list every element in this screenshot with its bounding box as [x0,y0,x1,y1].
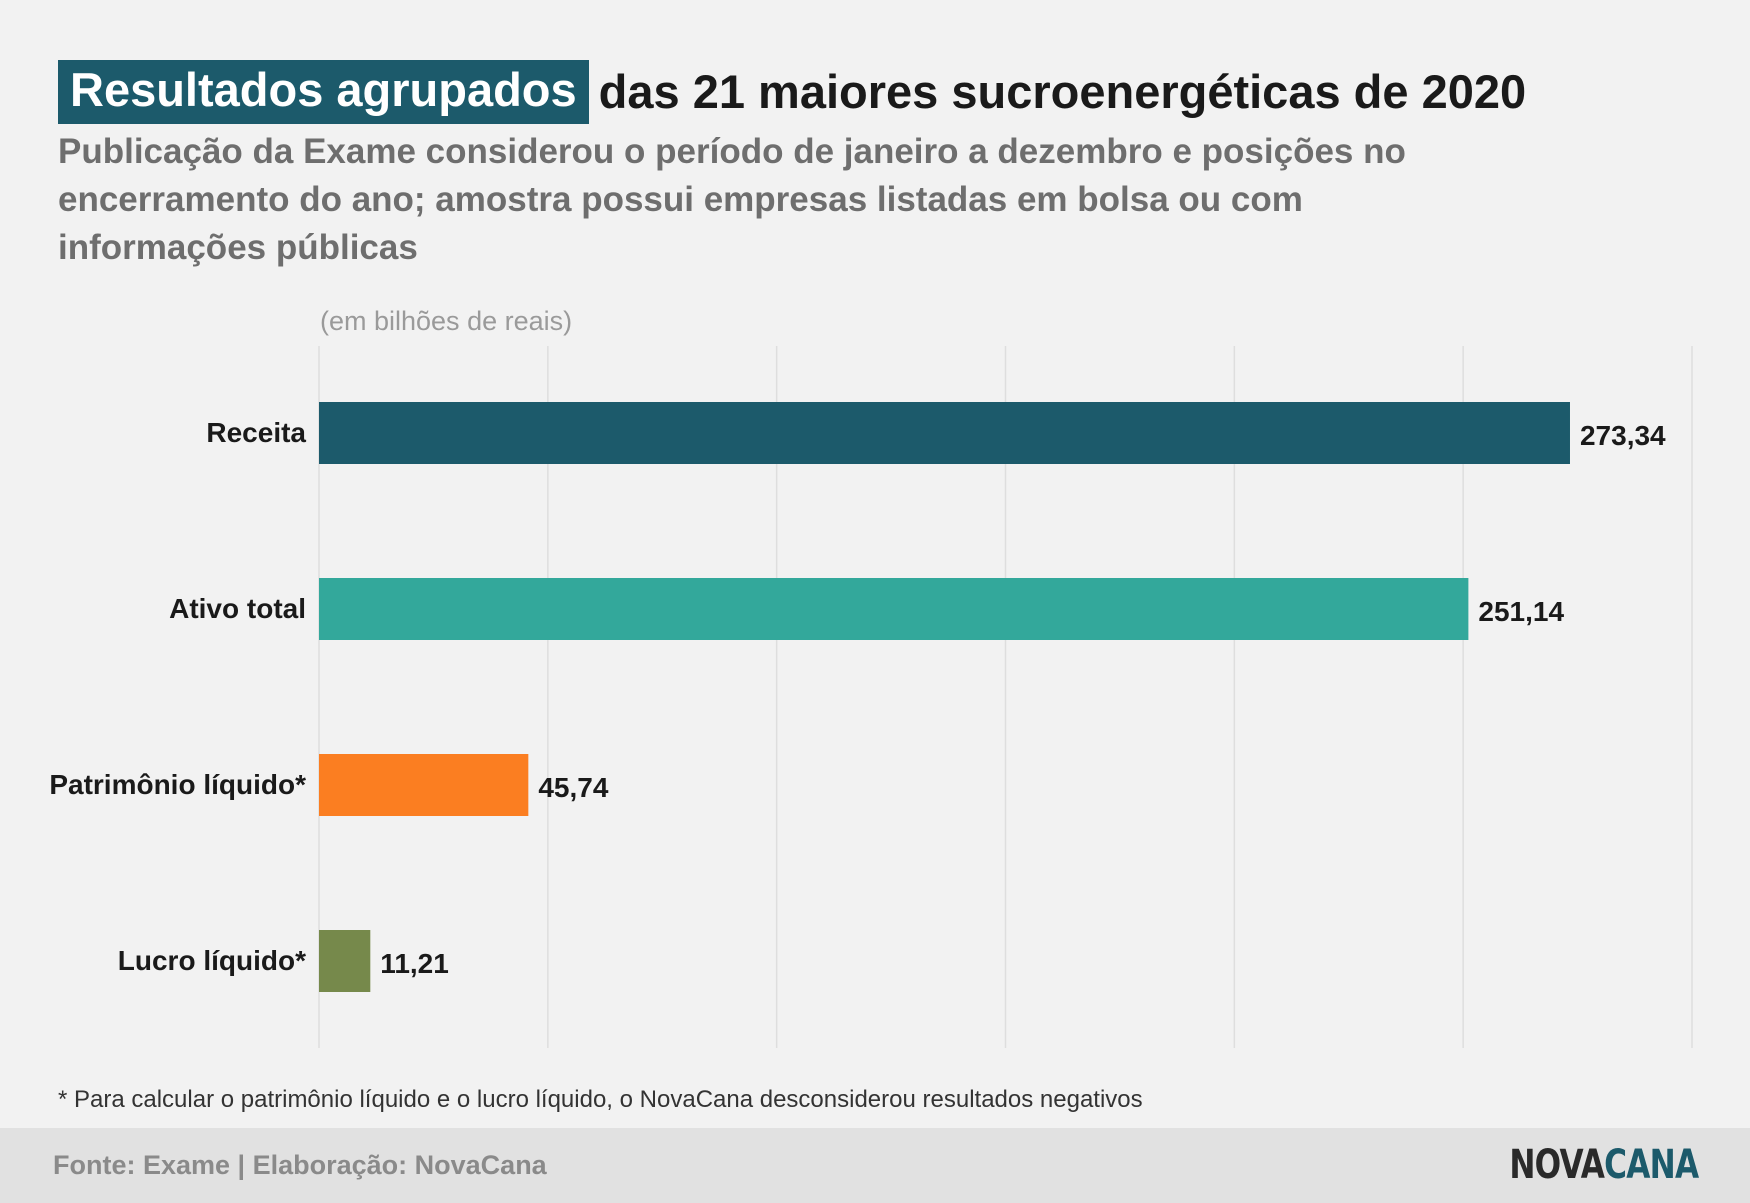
value-label: 11,21 [380,948,449,979]
category-label: Patrimônio líquido* [49,769,306,800]
title-highlight: Resultados agrupados [58,60,589,124]
chart-title: Resultados agrupados das 21 maiores sucr… [58,60,1526,124]
bar [319,754,529,816]
category-label: Lucro líquido* [118,945,306,976]
value-label: 251,14 [1478,596,1564,627]
bar [319,578,1469,640]
bar [319,402,1570,464]
chart-subtitle: Publicação da Exame considerou o período… [58,132,1406,267]
footer: Fonte: Exame | Elaboração: NovaCana NOVA… [0,1128,1750,1203]
bar [319,930,371,992]
unit-label: (em bilhões de reais) [320,306,573,336]
bar-chart: Receita 273,34 Ativo total 251,14 Patrimônio… [49,346,1693,1048]
source-credit: Fonte: Exame | Elaboração: NovaCana [53,1150,547,1180]
footnote: * Para calcular o patrimônio líquido e o… [58,1086,1143,1113]
category-label: Receita [206,417,306,448]
novacana-logo: NOVACANA [1508,1142,1699,1188]
value-label: 273,34 [1580,420,1666,451]
bars: Receita 273,34 Ativo total 251,14 Patrimônio… [49,402,1666,992]
value-label: 45,74 [538,772,608,803]
category-label: Ativo total [169,593,306,624]
title-rest: das 21 maiores sucroenergéticas de 2020 [598,65,1527,118]
